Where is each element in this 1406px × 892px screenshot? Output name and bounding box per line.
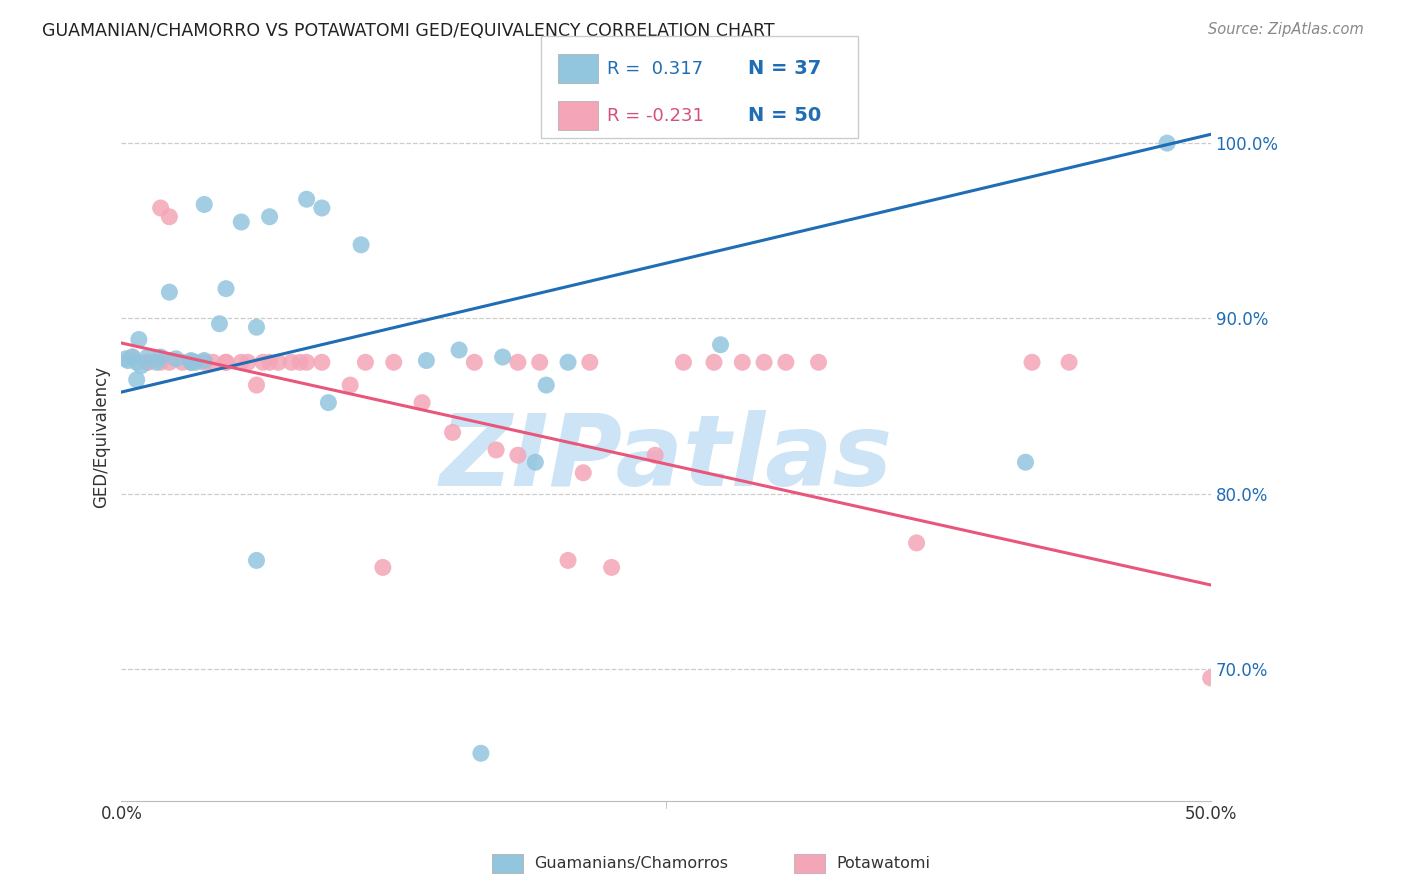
Point	[157, 210, 180, 224]
Text: Source: ZipAtlas.com: Source: ZipAtlas.com	[1208, 22, 1364, 37]
Point	[288, 355, 311, 369]
Point	[149, 201, 172, 215]
Point	[536, 378, 558, 392]
Point	[644, 448, 666, 462]
Point	[180, 355, 202, 369]
Point	[259, 210, 281, 224]
Point	[752, 355, 775, 369]
Point	[411, 395, 433, 409]
Point	[128, 333, 150, 347]
Point	[415, 353, 437, 368]
Point	[193, 197, 215, 211]
Point	[125, 373, 148, 387]
Text: N = 37: N = 37	[748, 59, 821, 78]
Point	[441, 425, 464, 440]
Point	[193, 355, 215, 369]
Point	[311, 201, 333, 215]
Point	[371, 560, 394, 574]
Text: Potawatomi: Potawatomi	[837, 856, 931, 871]
Point	[463, 355, 485, 369]
Point	[157, 285, 180, 300]
Point	[136, 350, 159, 364]
Point	[136, 355, 159, 369]
Point	[492, 350, 515, 364]
Point	[121, 350, 143, 364]
Point	[905, 536, 928, 550]
Point	[245, 320, 267, 334]
Point	[470, 746, 492, 760]
Point	[157, 355, 180, 369]
Point	[193, 353, 215, 368]
Point	[125, 355, 148, 369]
Point	[1021, 355, 1043, 369]
Point	[280, 355, 302, 369]
Point	[731, 355, 754, 369]
Text: R = -0.231: R = -0.231	[607, 107, 704, 125]
Text: R =  0.317: R = 0.317	[607, 60, 703, 78]
Point	[578, 355, 600, 369]
Point	[557, 355, 579, 369]
Point	[184, 355, 207, 369]
Point	[180, 353, 202, 368]
Point	[672, 355, 695, 369]
Point	[703, 355, 725, 369]
Point	[807, 355, 830, 369]
Point	[180, 355, 202, 369]
Point	[557, 553, 579, 567]
Point	[339, 378, 361, 392]
Point	[506, 355, 529, 369]
Point	[172, 355, 194, 369]
Point	[1199, 671, 1222, 685]
Text: N = 50: N = 50	[748, 106, 821, 125]
Point	[245, 378, 267, 392]
Point	[600, 560, 623, 574]
Point	[245, 553, 267, 567]
Point	[449, 343, 471, 357]
Point	[121, 350, 143, 364]
Point	[114, 351, 136, 366]
Point	[149, 355, 172, 369]
Point	[201, 355, 224, 369]
Point	[1014, 455, 1036, 469]
Point	[354, 355, 377, 369]
Y-axis label: GED/Equivalency: GED/Equivalency	[93, 366, 110, 508]
Point	[215, 282, 238, 296]
Point	[236, 355, 259, 369]
Point	[117, 353, 139, 368]
Point	[215, 355, 238, 369]
Point	[180, 355, 202, 369]
Text: GUAMANIAN/CHAMORRO VS POTAWATOMI GED/EQUIVALENCY CORRELATION CHART: GUAMANIAN/CHAMORRO VS POTAWATOMI GED/EQU…	[42, 22, 775, 40]
Point	[215, 355, 238, 369]
Point	[524, 455, 547, 469]
Point	[252, 355, 274, 369]
Point	[1057, 355, 1080, 369]
Point	[382, 355, 405, 369]
Point	[259, 355, 281, 369]
Point	[231, 215, 253, 229]
Point	[208, 317, 231, 331]
Point	[775, 355, 797, 369]
Point	[506, 448, 529, 462]
Point	[149, 350, 172, 364]
Text: ZIPatlas: ZIPatlas	[440, 410, 893, 508]
Point	[572, 466, 595, 480]
Point	[529, 355, 551, 369]
Point	[350, 237, 373, 252]
Text: Guamanians/Chamorros: Guamanians/Chamorros	[534, 856, 728, 871]
Point	[295, 355, 318, 369]
Point	[129, 359, 152, 373]
Point	[311, 355, 333, 369]
Point	[318, 395, 340, 409]
Point	[709, 337, 731, 351]
Point	[267, 355, 290, 369]
Point	[136, 355, 159, 369]
Point	[145, 355, 167, 369]
Point	[231, 355, 253, 369]
Point	[1156, 136, 1178, 150]
Point	[295, 192, 318, 206]
Point	[485, 442, 508, 457]
Point	[165, 351, 187, 366]
